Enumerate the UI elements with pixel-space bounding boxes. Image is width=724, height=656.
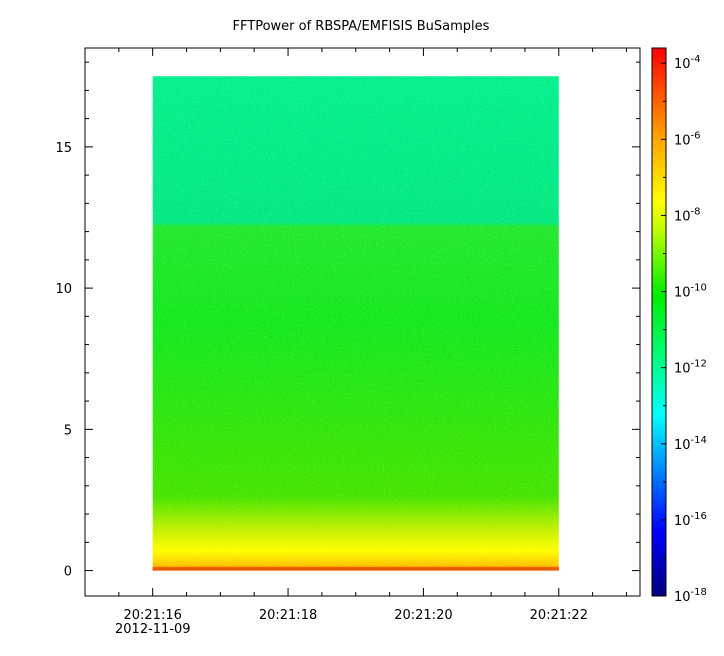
chart-title: FFTPower of RBSPA/EMFISIS BuSamples: [233, 19, 490, 34]
colorbar-axis: 10-4 10-6 10-8 10-10 10-12 10-14 10-16 10-18: [661, 54, 707, 605]
y-tick-label: 5: [64, 423, 72, 438]
colorbar-tick-label: 10-14: [674, 435, 707, 453]
y-axis: 0 5 10 15: [55, 61, 640, 580]
colorbar-tick-label: 10-10: [674, 283, 707, 301]
x-tick-label: 20:21:20: [394, 608, 452, 623]
y-tick-label: 0: [64, 565, 72, 580]
colorbar: [651, 47, 667, 597]
spectrogram-image: [152, 76, 559, 571]
x-axis-date-label: 2012-11-09: [115, 622, 191, 637]
y-tick-label: 10: [55, 282, 72, 297]
spectrogram-noise: [152, 76, 559, 571]
x-tick-label: 20:21:22: [530, 608, 588, 623]
colorbar-tick-label: 10-12: [674, 359, 707, 377]
colorbar-tick-label: 10-8: [674, 206, 701, 224]
spectrogram-low-band: [152, 567, 559, 571]
y-tick-label: 15: [55, 141, 72, 156]
colorbar-tick-label: 10-18: [674, 587, 707, 605]
colorbar-tick-label: 10-4: [674, 54, 701, 72]
x-axis: 20:21:16 20:21:18 20:21:20 20:21:22: [118, 48, 627, 623]
colorbar-tick-label: 10-6: [674, 130, 701, 148]
x-tick-label: 20:21:18: [259, 608, 317, 623]
colorbar-tick-label: 10-16: [674, 511, 707, 529]
x-tick-label: 20:21:16: [123, 608, 181, 623]
